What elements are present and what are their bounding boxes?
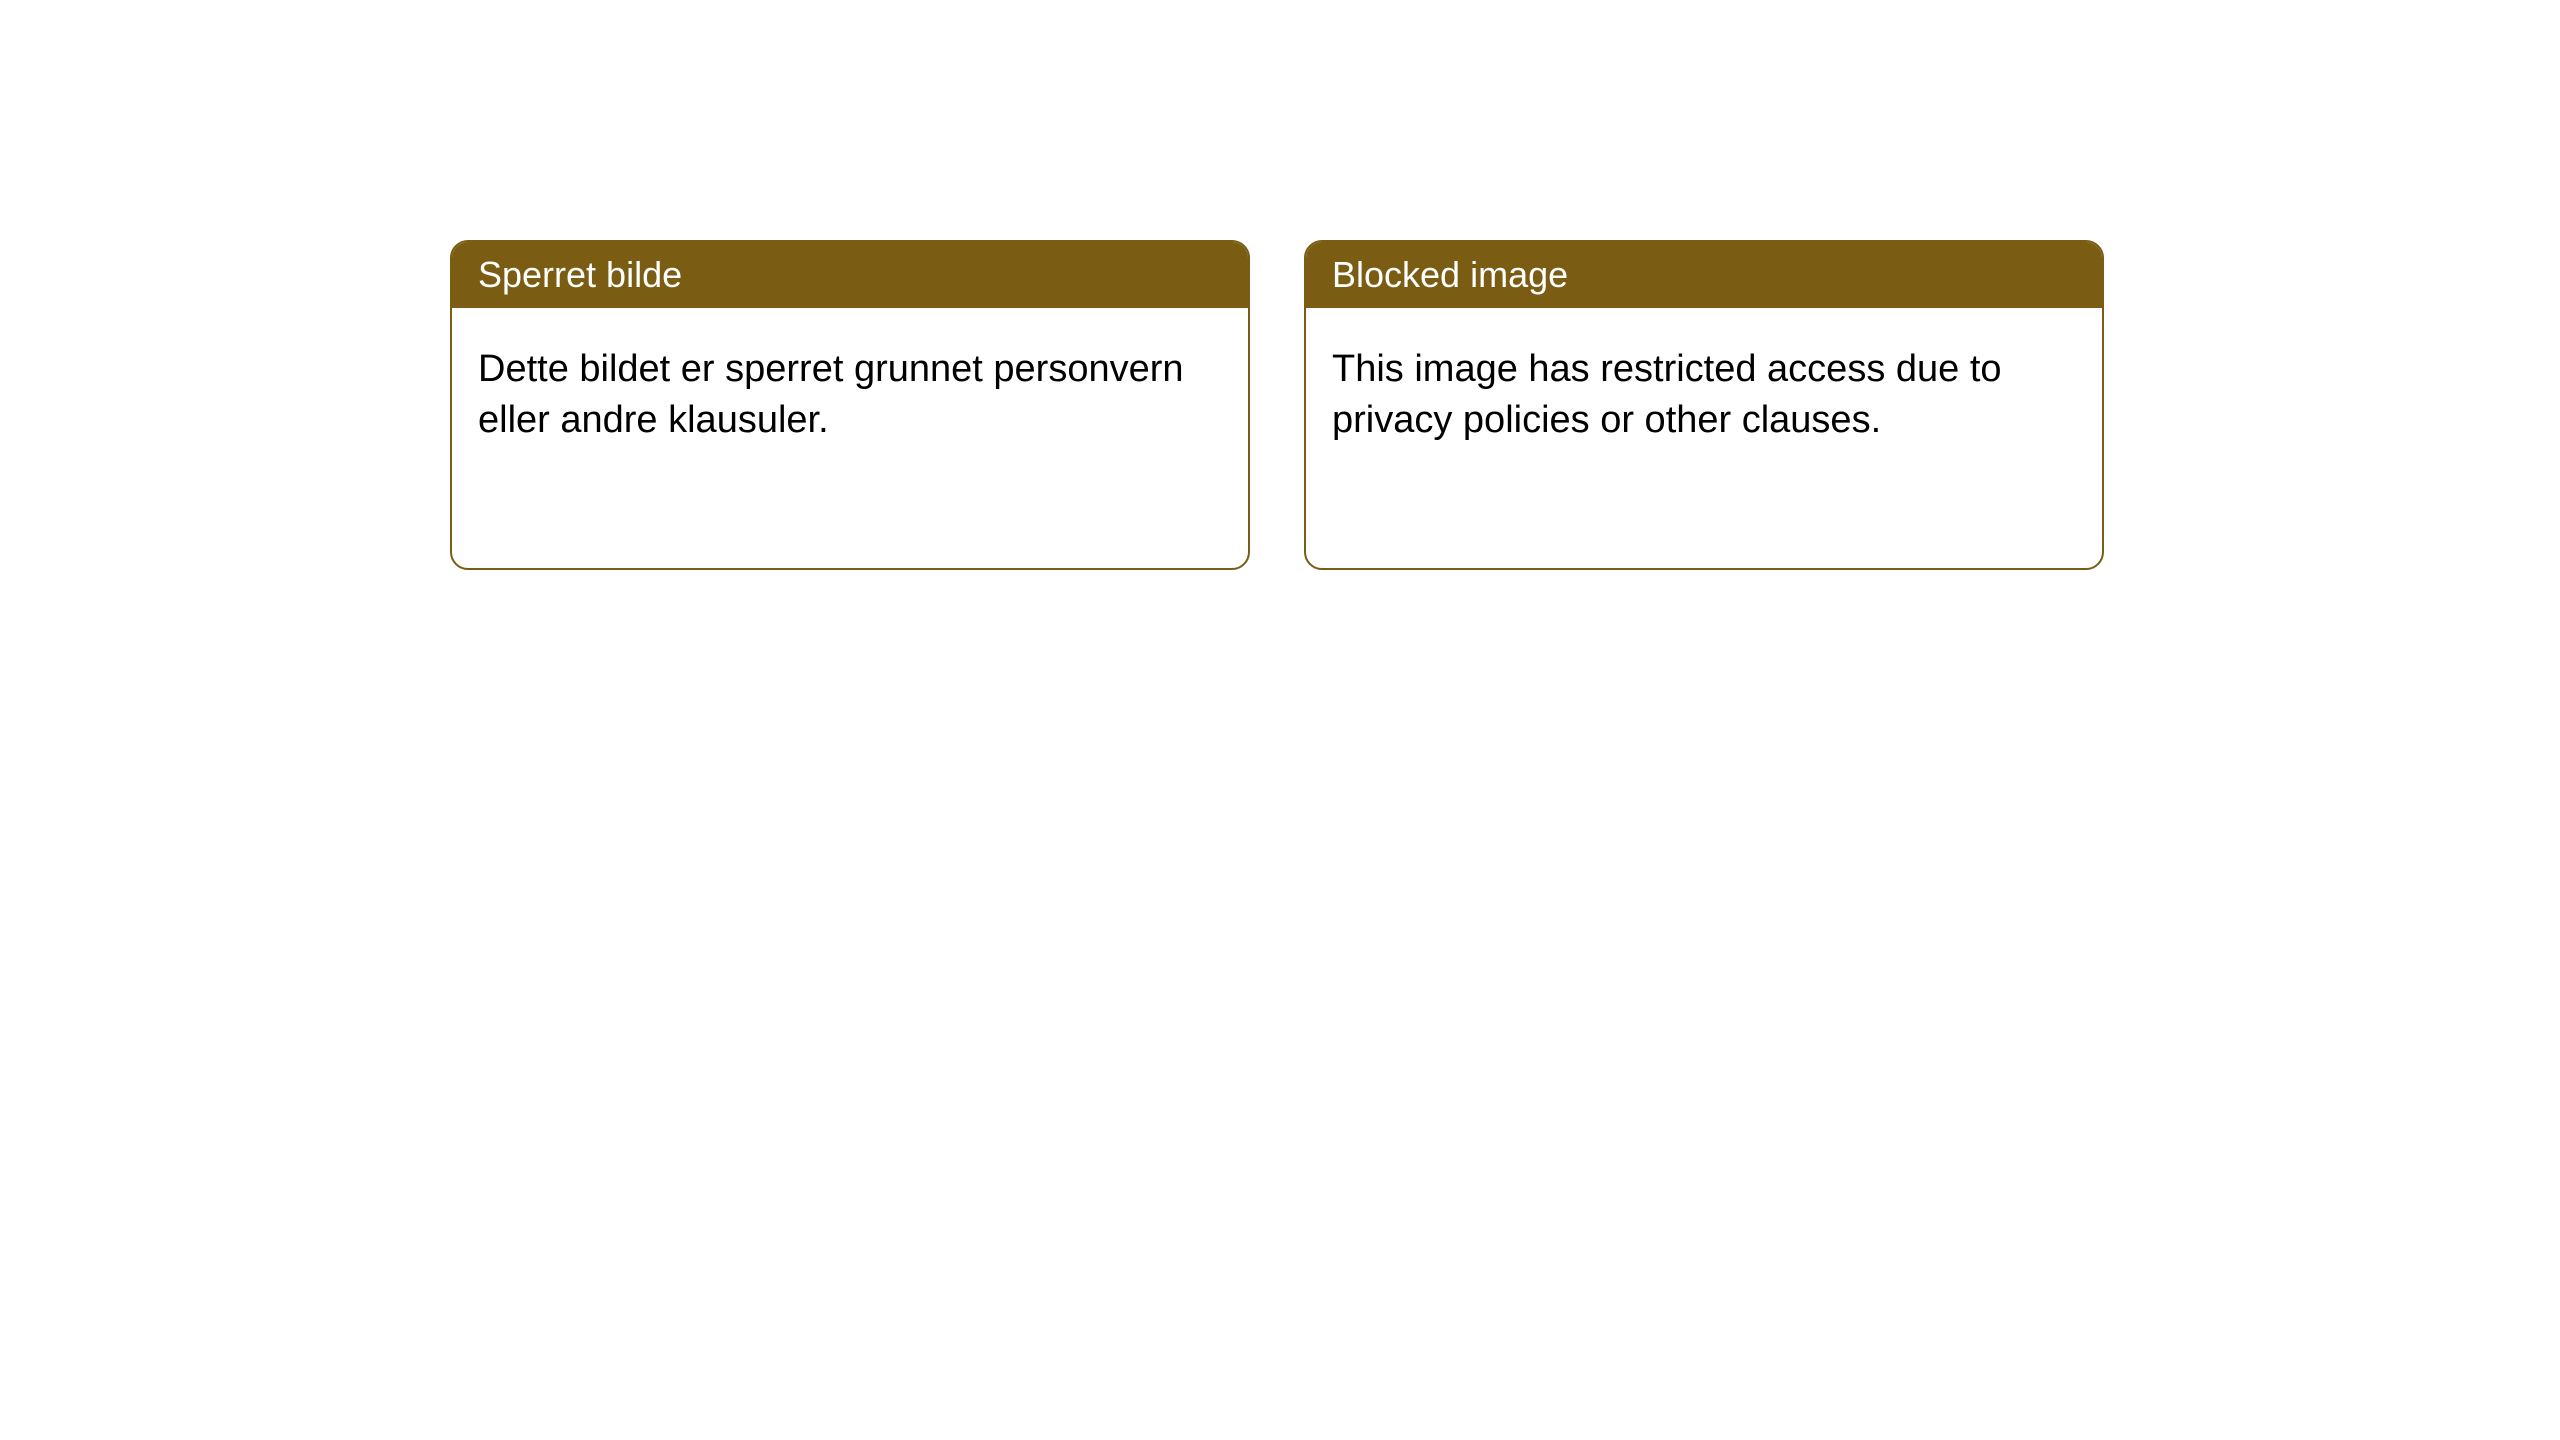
card-title-english: Blocked image bbox=[1332, 254, 1568, 295]
card-body-norwegian: Dette bildet er sperret grunnet personve… bbox=[452, 308, 1248, 483]
card-message-english: This image has restricted access due to … bbox=[1332, 348, 2002, 441]
card-title-norwegian: Sperret bilde bbox=[478, 254, 682, 295]
blocked-image-card-english: Blocked image This image has restricted … bbox=[1304, 240, 2104, 570]
notice-container: Sperret bilde Dette bildet er sperret gr… bbox=[0, 0, 2560, 570]
card-message-norwegian: Dette bildet er sperret grunnet personve… bbox=[478, 348, 1184, 441]
card-header-norwegian: Sperret bilde bbox=[452, 242, 1248, 308]
card-header-english: Blocked image bbox=[1306, 242, 2102, 308]
blocked-image-card-norwegian: Sperret bilde Dette bildet er sperret gr… bbox=[450, 240, 1250, 570]
card-body-english: This image has restricted access due to … bbox=[1306, 308, 2102, 483]
